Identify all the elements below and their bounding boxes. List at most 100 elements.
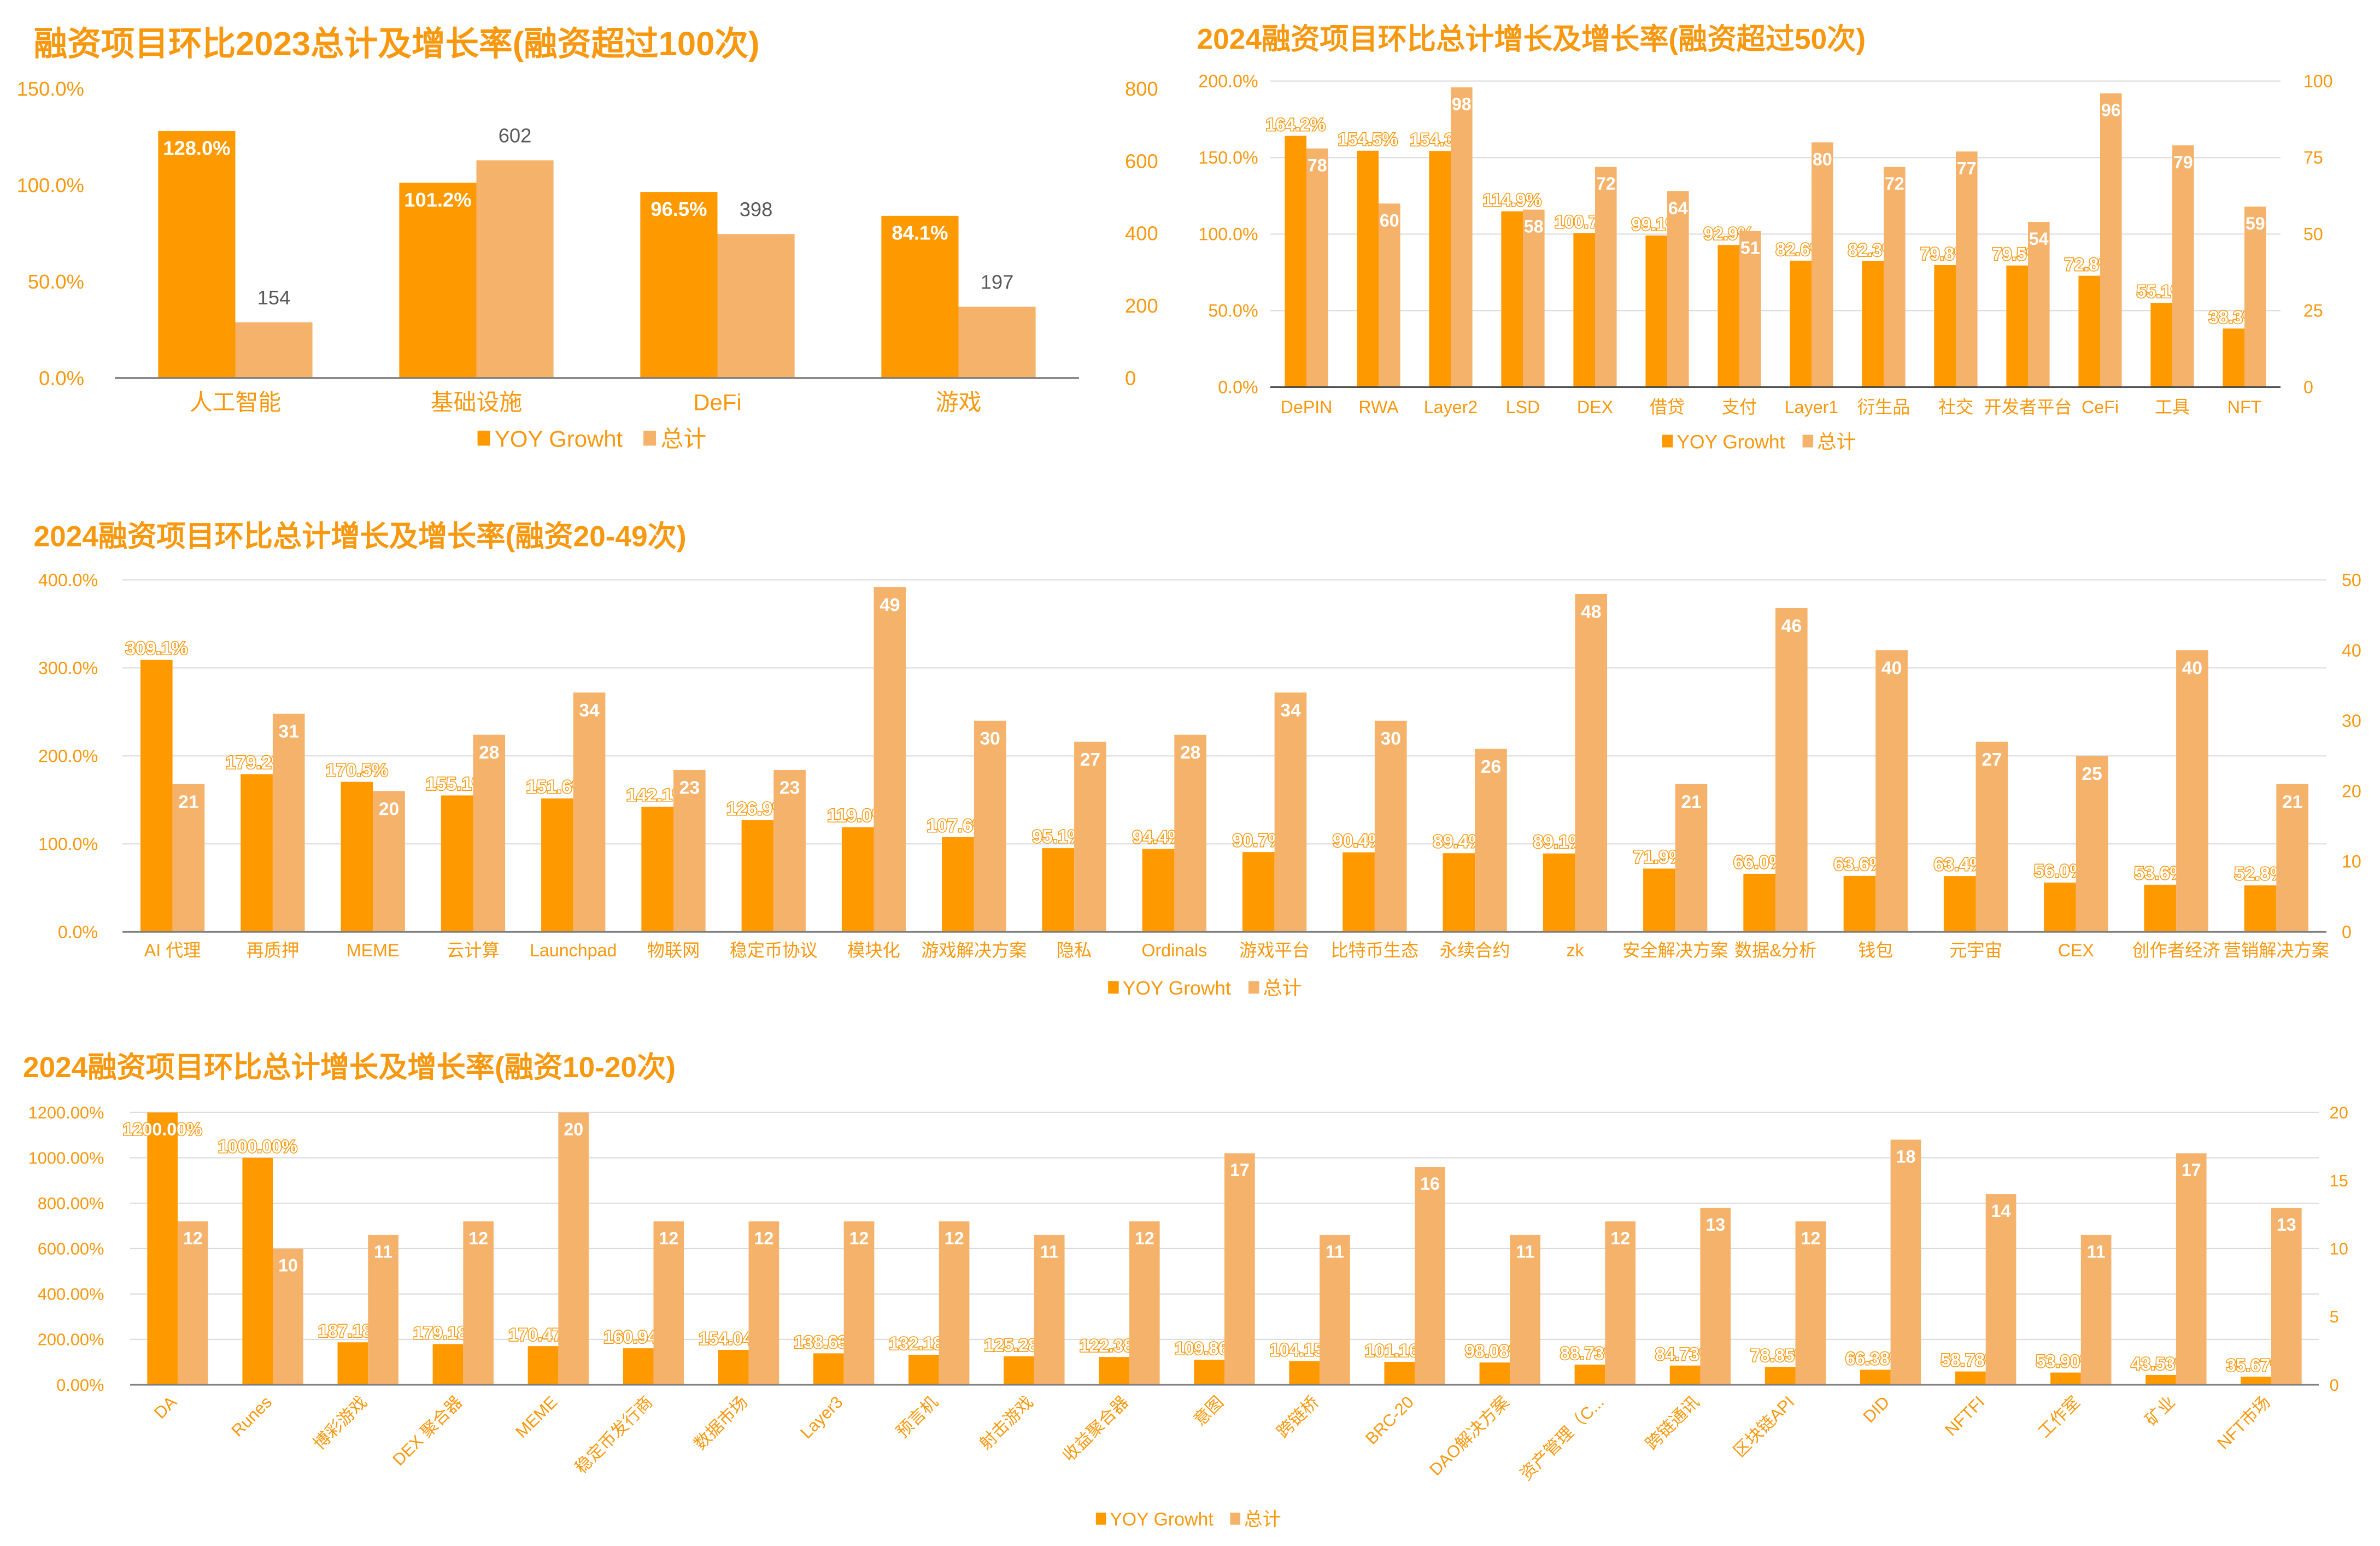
legend-swatch	[1108, 981, 1119, 994]
total-bar	[476, 160, 554, 378]
category-label: 借贷	[1650, 397, 1685, 417]
yoy-bar	[1142, 849, 1175, 932]
total-bar	[1739, 231, 1761, 387]
category-label: LSD	[1506, 397, 1540, 417]
total-data-label: 59	[2246, 214, 2265, 233]
total-bar	[1975, 742, 2008, 932]
total-bar	[1985, 1194, 2016, 1385]
category-label: 射击游戏	[976, 1392, 1037, 1454]
category-label: 稳定币发行商	[571, 1392, 656, 1477]
legend-swatch	[1095, 1512, 1106, 1525]
yoy-bar	[158, 131, 236, 378]
total-bar	[2076, 756, 2108, 932]
yoy-bar	[1860, 1369, 1891, 1385]
category-label: 数据市场	[690, 1392, 752, 1454]
yoy-bar	[942, 837, 974, 932]
total-data-label: 12	[849, 1228, 869, 1248]
chart-title: 2024融资项目环比总计增长及增长率(融资超过50次)	[1197, 23, 1866, 56]
yoy-bar	[1943, 876, 1976, 932]
category-label: Runes	[227, 1392, 275, 1441]
y2-tick-label: 200	[1125, 295, 1158, 317]
yoy-bar	[1384, 1361, 1415, 1385]
category-label: Layer3	[796, 1392, 846, 1442]
category-label: 稳定币协议	[730, 940, 818, 960]
total-bar	[2176, 650, 2208, 932]
total-data-label: 13	[2277, 1215, 2296, 1235]
yoy-bar	[1643, 868, 1675, 932]
chart-title: 2024融资项目环比总计增长及增长率(融资20-49次)	[34, 521, 687, 553]
total-data-label: 12	[1135, 1228, 1154, 1248]
y2-tick-label: 50	[2342, 570, 2361, 590]
total-bar	[1274, 692, 1307, 932]
total-bar	[1956, 151, 1978, 387]
category-label: NFT	[2227, 397, 2262, 417]
total-bar	[172, 784, 205, 932]
yoy-bar	[1443, 853, 1475, 932]
category-label: CEX	[2058, 940, 2094, 960]
category-label: 跨链通讯	[1642, 1392, 1703, 1454]
chart-3: 2024融资项目环比总计增长及增长率(融资20-49次) 0.0% 100.0% 20…	[34, 521, 2361, 999]
y2-tick-label: 50	[2303, 225, 2323, 244]
category-label: Launchpad	[530, 940, 617, 960]
total-data-label: 34	[1280, 701, 1301, 721]
yoy-bar	[337, 1342, 368, 1385]
yoy-bar	[1429, 151, 1451, 387]
legend-label: YOY Growht	[1110, 1509, 1214, 1530]
total-bar	[1510, 1235, 1540, 1385]
total-data-label: 77	[1957, 158, 1977, 178]
total-bar	[558, 1112, 589, 1385]
total-bar	[1374, 720, 1407, 932]
yoy-bar	[1843, 875, 1876, 932]
total-data-label: 10	[278, 1256, 298, 1275]
yoy-bar	[1934, 264, 1956, 387]
legend-swatch	[1802, 434, 1814, 448]
category-label: 比特币生态	[1330, 940, 1418, 960]
legend-swatch	[643, 431, 656, 446]
category-label: 营销解决方案	[2224, 940, 2329, 960]
y-tick-label: 50.0%	[28, 271, 84, 293]
yoy-bar	[718, 1350, 749, 1385]
total-bar	[673, 769, 706, 932]
yoy-bar	[1955, 1371, 1986, 1385]
y2-tick-label: 20	[2330, 1103, 2348, 1122]
chart-1: 融资项目环比2023总计及增长率(融资超过100次) 0.0% 50.0% 100.0…	[17, 25, 1158, 452]
total-data-label: 30	[1381, 728, 1401, 749]
total-data-label: 30	[980, 728, 1000, 749]
category-label: 跨链桥	[1273, 1392, 1322, 1442]
total-data-label: 48	[1581, 602, 1601, 622]
total-data-label: 40	[1881, 659, 1902, 679]
total-data-label: 27	[1982, 750, 2002, 770]
yoy-bar	[2241, 1377, 2271, 1385]
category-label: BRC-20	[1362, 1392, 1417, 1448]
total-bar	[1775, 608, 1808, 932]
total-data-label: 17	[1230, 1160, 1250, 1180]
y2-tick-label: 400	[1125, 222, 1158, 245]
total-bar	[573, 692, 606, 932]
total-bar	[974, 720, 1006, 932]
total-bar	[717, 234, 795, 378]
yoy-bar	[641, 807, 673, 932]
yoy-bar	[2144, 884, 2177, 932]
yoy-bar	[2078, 275, 2100, 387]
total-data-label: 51	[1740, 238, 1760, 258]
category-label: 矿业	[2142, 1392, 2179, 1430]
total-bar	[272, 713, 305, 932]
y-tick-label: 0.0%	[1218, 378, 1258, 397]
y-tick-label: 400.0%	[38, 570, 98, 590]
total-data-label: 28	[479, 743, 499, 763]
yoy-data-label: 101.2%	[404, 189, 471, 211]
total-bar	[1890, 1139, 1921, 1385]
total-bar	[2276, 784, 2309, 932]
total-bar	[843, 1221, 875, 1385]
yoy-bar	[2044, 883, 2076, 932]
yoy-data-label: 52.8%	[2234, 864, 2286, 884]
y2-tick-label: 800	[1125, 78, 1158, 100]
total-bar	[1074, 742, 1106, 932]
total-bar	[1812, 142, 1833, 387]
yoy-bar	[1194, 1360, 1224, 1385]
yoy-bar	[1645, 235, 1667, 387]
category-label: 创作者经济	[2132, 940, 2220, 960]
yoy-data-label: 164.2%	[1266, 115, 1326, 134]
total-data-label: 20	[379, 799, 399, 819]
